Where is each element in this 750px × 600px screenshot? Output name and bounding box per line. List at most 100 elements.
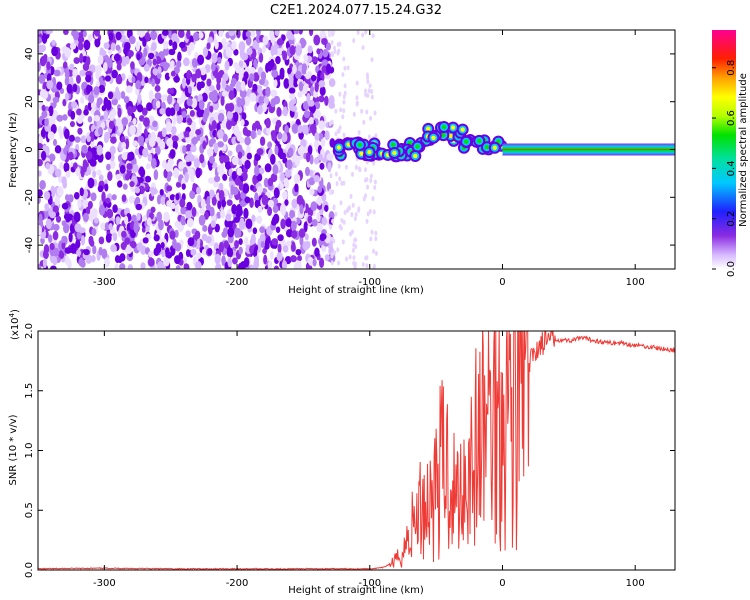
- sparse-noise-blob: [373, 179, 377, 185]
- noise-blob: [189, 190, 196, 200]
- sparse-noise-blob: [368, 83, 372, 89]
- noise-blob: [85, 56, 91, 66]
- noise-blob: [321, 37, 328, 46]
- noise-blob: [217, 200, 222, 210]
- noise-blob: [281, 34, 286, 41]
- noise-blob: [309, 188, 315, 196]
- noise-blob: [180, 92, 186, 103]
- noise-blob: [223, 156, 230, 163]
- spectrogram-y-axis: -40 -20 0 20 40: [24, 48, 675, 253]
- noise-blob: [236, 204, 243, 213]
- noise-blob: [115, 216, 121, 225]
- sparse-noise-blob: [333, 48, 337, 54]
- noise-blob: [83, 109, 89, 116]
- noise-blob: [181, 77, 187, 89]
- noise-blob: [74, 136, 81, 143]
- noise-blob: [152, 120, 158, 128]
- x-tick-label: 100: [626, 277, 645, 288]
- noise-blob: [176, 60, 182, 69]
- noise-blob: [73, 57, 80, 64]
- noise-blob: [277, 132, 283, 140]
- noise-blob: [249, 72, 255, 82]
- noise-blob: [239, 217, 245, 226]
- y-tick-label: 40: [24, 48, 35, 61]
- noise-blob: [217, 56, 222, 64]
- noise-blob: [77, 36, 85, 44]
- sparse-noise-blob: [367, 88, 371, 94]
- noise-blob: [317, 153, 323, 161]
- noise-blob: [75, 239, 81, 249]
- noise-blob: [206, 196, 211, 207]
- carrier-blob-core: [431, 135, 436, 141]
- noise-blob: [267, 199, 275, 207]
- noise-blob: [96, 99, 101, 109]
- snr-y-label: SNR (10 * v/v): [8, 414, 19, 485]
- noise-blob: [191, 136, 198, 145]
- noise-blob: [54, 168, 62, 178]
- noise-blob: [82, 30, 87, 38]
- sparse-noise-blob: [339, 200, 343, 206]
- noise-blob: [179, 198, 186, 208]
- stable-carrier-band: [502, 143, 675, 156]
- noise-blob: [159, 188, 164, 196]
- x-tick-label: 0: [499, 277, 505, 288]
- noise-blob: [126, 162, 133, 170]
- noise-blob: [62, 180, 68, 189]
- noise-blob: [291, 198, 298, 209]
- sparse-noise-blob: [341, 239, 345, 245]
- figure-title: C2E1.2024.077.15.24.G32: [270, 3, 442, 18]
- noise-blob: [200, 198, 206, 209]
- noise-blob: [262, 102, 268, 113]
- noise-blob: [46, 30, 53, 35]
- noise-blob: [145, 163, 151, 170]
- sparse-noise-blob: [366, 211, 370, 217]
- noise-blob: [186, 117, 192, 124]
- noise-blob: [202, 46, 209, 57]
- carrier-blob-core: [441, 124, 447, 130]
- spectrogram-x-axis: -300 -200 -100 0 100: [93, 30, 645, 288]
- noise-blob: [313, 34, 321, 46]
- noise-blob: [317, 185, 323, 194]
- noise-blob: [275, 226, 281, 233]
- snr-x-label: Height of straight line (km): [288, 585, 424, 596]
- noise-blob: [170, 60, 175, 68]
- noise-blob: [68, 76, 74, 86]
- noise-blob: [271, 69, 279, 78]
- snr-y-axis: 0.0 0.5 1.0 1.5 2.0: [24, 323, 675, 578]
- noise-blob: [92, 170, 97, 178]
- carrier-blob-core: [357, 142, 363, 148]
- noise-blob: [65, 170, 71, 178]
- noise-blob: [45, 218, 52, 230]
- x-tick-label: -100: [358, 277, 381, 288]
- noise-blob: [38, 149, 41, 161]
- sparse-noise-blob: [336, 41, 340, 47]
- noise-blob: [142, 215, 148, 222]
- noise-blob: [250, 184, 255, 191]
- noise-blob: [314, 82, 319, 93]
- noise-blob: [242, 126, 249, 136]
- noise-blob: [115, 31, 122, 41]
- sparse-noise-blob: [338, 176, 342, 182]
- sparse-noise-blob: [334, 108, 338, 114]
- carrier-blob-core: [450, 125, 456, 130]
- sparse-noise-blob: [345, 256, 349, 262]
- noise-blob: [206, 78, 212, 87]
- sparse-noise-blob: [356, 30, 360, 36]
- noise-blob: [144, 76, 149, 84]
- noise-blob: [328, 78, 336, 88]
- sparse-noise-blob: [366, 75, 370, 81]
- sparse-noise-blob: [351, 202, 355, 208]
- colorbar-label: Normalized spectral amplitude: [738, 73, 749, 227]
- noise-blob: [106, 208, 113, 219]
- noise-blob: [227, 257, 233, 268]
- noise-blob: [151, 78, 156, 87]
- sparse-noise-blob: [349, 193, 353, 199]
- noise-blob: [119, 263, 126, 269]
- noise-blob: [308, 116, 314, 126]
- noise-blob: [185, 230, 191, 238]
- noise-blob: [138, 166, 145, 175]
- noise-blob: [189, 130, 195, 139]
- noise-blob: [108, 120, 115, 130]
- noise-blob: [43, 244, 50, 255]
- y-tick-label: 0: [24, 146, 35, 152]
